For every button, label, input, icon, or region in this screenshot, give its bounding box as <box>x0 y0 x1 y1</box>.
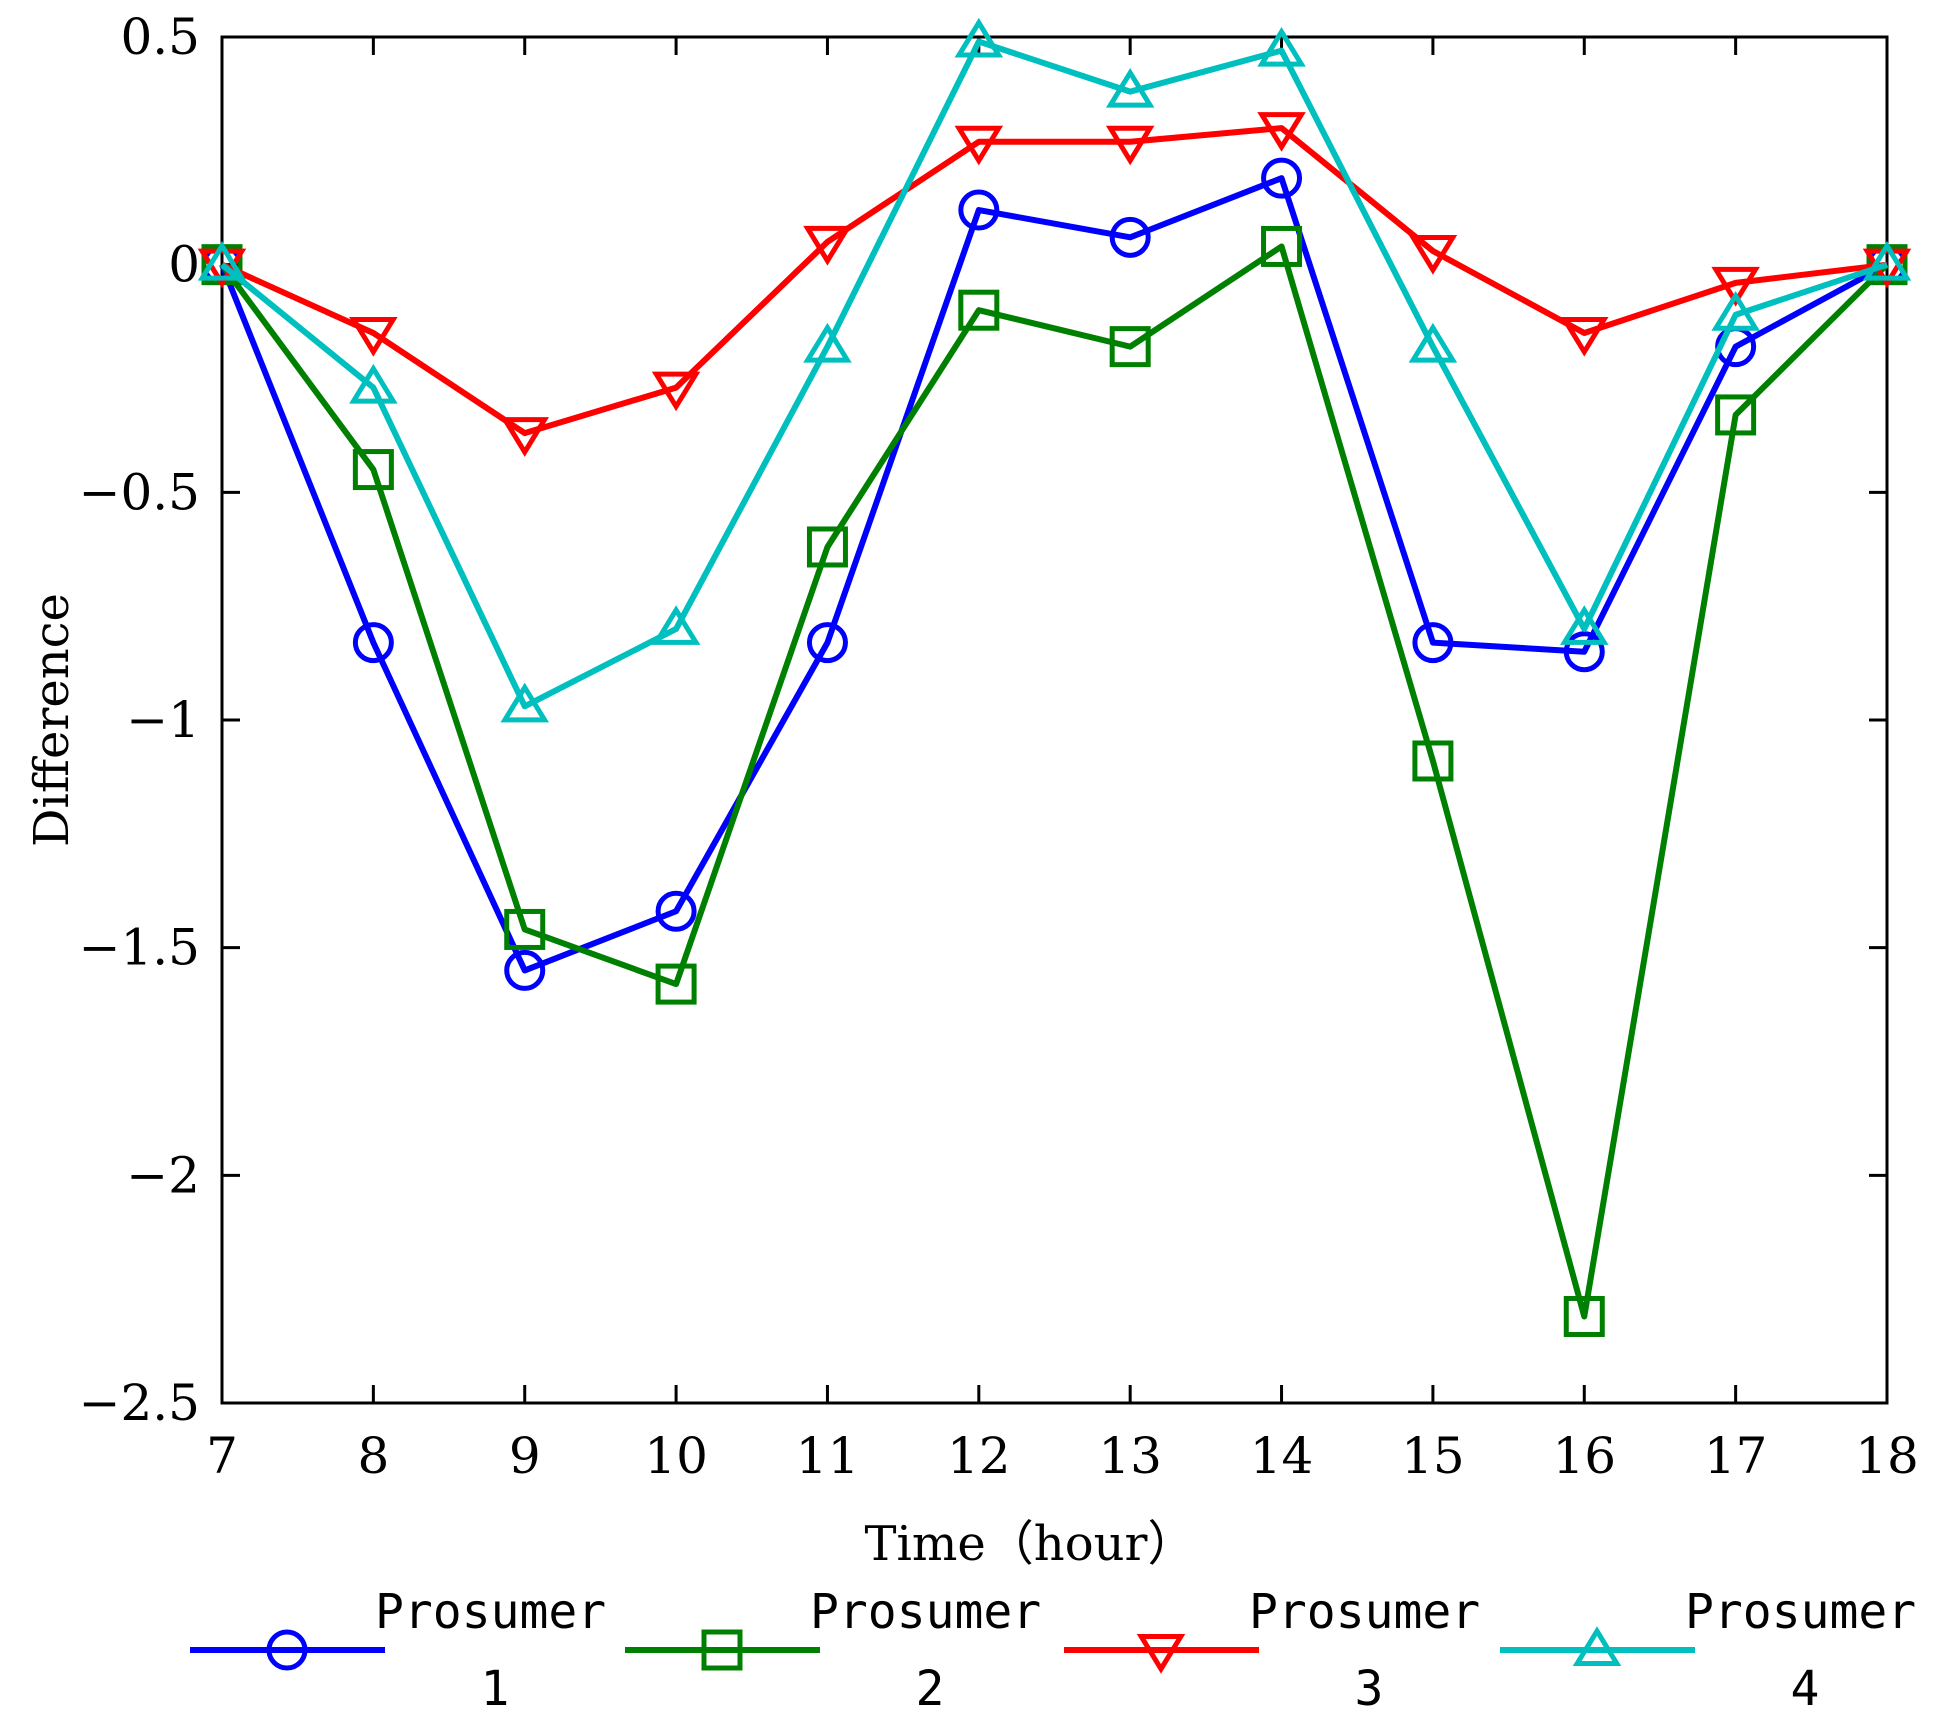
legend-marker <box>1572 1626 1622 1666</box>
data-point <box>504 908 546 950</box>
data-point <box>1560 316 1609 357</box>
legend-entry-1: Prosumer 1 <box>190 1584 606 1717</box>
data-point <box>197 240 247 281</box>
x-tick-label: 9 <box>509 1427 541 1485</box>
data-point <box>1408 322 1458 363</box>
data-point <box>1109 326 1151 368</box>
x-tick-label: 11 <box>796 1427 860 1485</box>
x-tick-label: 7 <box>206 1427 238 1485</box>
data-point <box>352 622 394 664</box>
data-point <box>958 289 1000 331</box>
y-tick-label: 0 <box>168 236 200 294</box>
x-tick-label: 15 <box>1401 1427 1465 1485</box>
data-point <box>954 17 1004 58</box>
y-tick-label: −0.5 <box>79 463 200 521</box>
data-point <box>954 125 1004 166</box>
data-point <box>1715 394 1757 436</box>
data-point <box>1408 235 1458 275</box>
data-point <box>1563 1295 1605 1337</box>
series-prosumer-3 <box>197 112 1912 457</box>
x-tick-label: 13 <box>1098 1427 1162 1485</box>
data-point <box>655 963 697 1005</box>
data-point <box>1711 266 1760 307</box>
data-point <box>1563 631 1605 673</box>
data-point <box>1105 67 1155 108</box>
y-tick-label: −1 <box>126 691 200 749</box>
x-tick-label: 14 <box>1250 1427 1314 1485</box>
data-point <box>349 316 398 357</box>
data-point <box>806 526 848 568</box>
data-point <box>651 371 701 412</box>
legend-label-line2: 1 <box>481 1661 510 1717</box>
legend: Prosumer 1 Prosumer 2 Prosumer 3 Prosumer 4 <box>190 1584 1916 1717</box>
series-line <box>219 243 1890 1320</box>
x-tick-label: 16 <box>1552 1427 1616 1485</box>
legend-label-line1: Prosumer <box>1249 1584 1480 1640</box>
data-point <box>1412 740 1454 782</box>
data-point <box>806 622 848 664</box>
data-point <box>1261 157 1303 199</box>
data-point <box>349 363 398 404</box>
data-point <box>803 322 852 363</box>
series-group <box>197 17 1912 1337</box>
legend-label-line2: 3 <box>1355 1661 1384 1717</box>
series-line <box>220 38 1888 710</box>
data-point <box>1261 225 1303 267</box>
y-tick-label: −1.5 <box>79 919 200 977</box>
data-point <box>655 890 697 932</box>
legend-entry-2: Prosumer 2 <box>625 1584 1041 1717</box>
data-point <box>352 449 394 491</box>
data-point <box>803 225 852 266</box>
x-tick-label: 8 <box>357 1427 389 1485</box>
data-point <box>504 949 546 991</box>
y-axis-title: Difference <box>24 593 80 847</box>
x-tick-label: 18 <box>1855 1427 1919 1485</box>
data-point <box>1105 125 1155 166</box>
x-axis-title: Time（hour） <box>865 1516 1196 1572</box>
legend-label-line2: 4 <box>1791 1661 1820 1717</box>
legend-entry-3: Prosumer 3 <box>1064 1584 1480 1717</box>
x-tick-label: 17 <box>1704 1427 1768 1485</box>
series-line <box>219 175 1889 974</box>
data-point <box>651 605 701 645</box>
data-point <box>1862 240 1912 281</box>
legend-label-line2: 2 <box>916 1661 945 1717</box>
legend-marker <box>1136 1634 1186 1674</box>
legend-marker <box>266 1629 308 1671</box>
legend-label-line1: Prosumer <box>375 1584 606 1640</box>
series-prosumer-2 <box>201 225 1908 1337</box>
legend-marker <box>701 1629 743 1671</box>
x-tick-label: 12 <box>947 1427 1011 1485</box>
y-tick-label: −2.5 <box>79 1374 200 1432</box>
data-point <box>1711 291 1760 331</box>
data-point <box>197 248 247 289</box>
axes: 7 8 9 10 11 12 13 14 15 16 17 18 0.5 0 −0.5 −1 −1.5 −2 −2.… <box>79 8 1919 1485</box>
data-point <box>500 682 549 723</box>
legend-label-line1: Prosumer <box>810 1584 1041 1640</box>
series-prosumer-4 <box>197 17 1912 723</box>
data-point <box>958 189 1000 231</box>
data-point <box>500 417 549 457</box>
y-tick-label: 0.5 <box>120 8 200 66</box>
data-point <box>1560 605 1609 645</box>
data-point <box>1109 216 1151 258</box>
x-tick-label: 10 <box>644 1427 708 1485</box>
y-tick-label: −2 <box>126 1146 200 1204</box>
data-point <box>1257 26 1306 67</box>
series-line <box>220 125 1888 437</box>
legend-label-line1: Prosumer <box>1685 1584 1916 1640</box>
legend-entry-4: Prosumer 4 <box>1500 1584 1916 1717</box>
data-point <box>1257 112 1306 152</box>
data-point <box>1412 622 1454 664</box>
